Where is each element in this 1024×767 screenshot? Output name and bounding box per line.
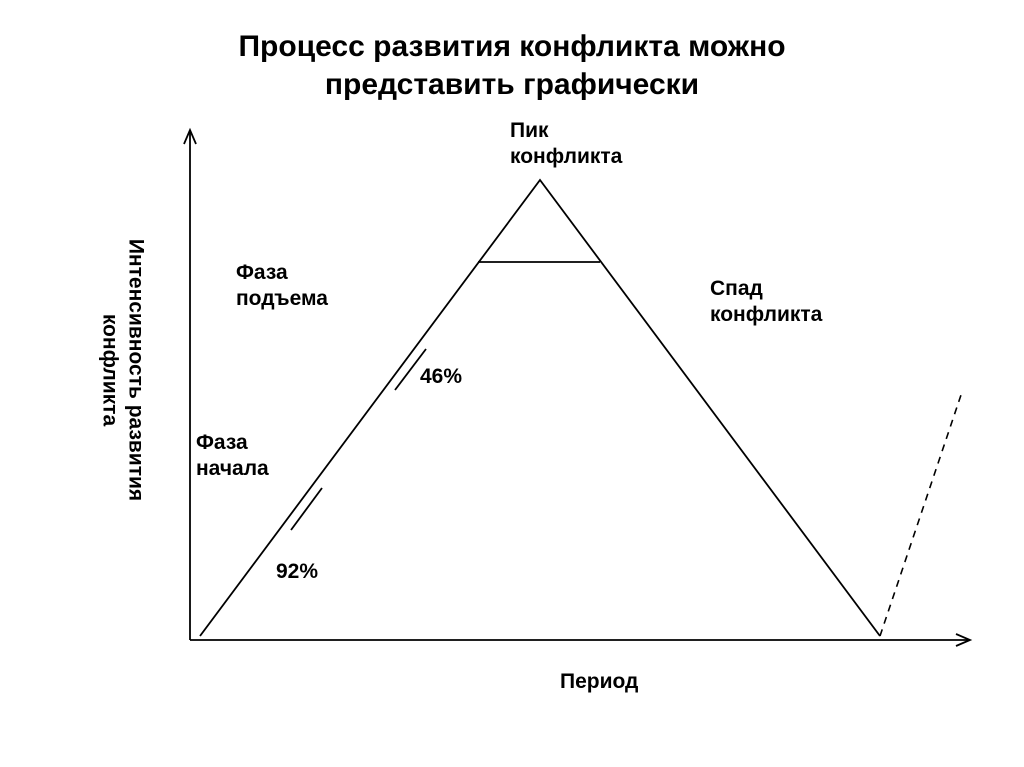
diagram-container: Процесс развития конфликта можнопредстав…: [0, 0, 1024, 767]
conflict-chart: [0, 0, 1024, 767]
next-cycle-dashed: [880, 392, 962, 636]
conflict-triangle: [200, 180, 880, 636]
